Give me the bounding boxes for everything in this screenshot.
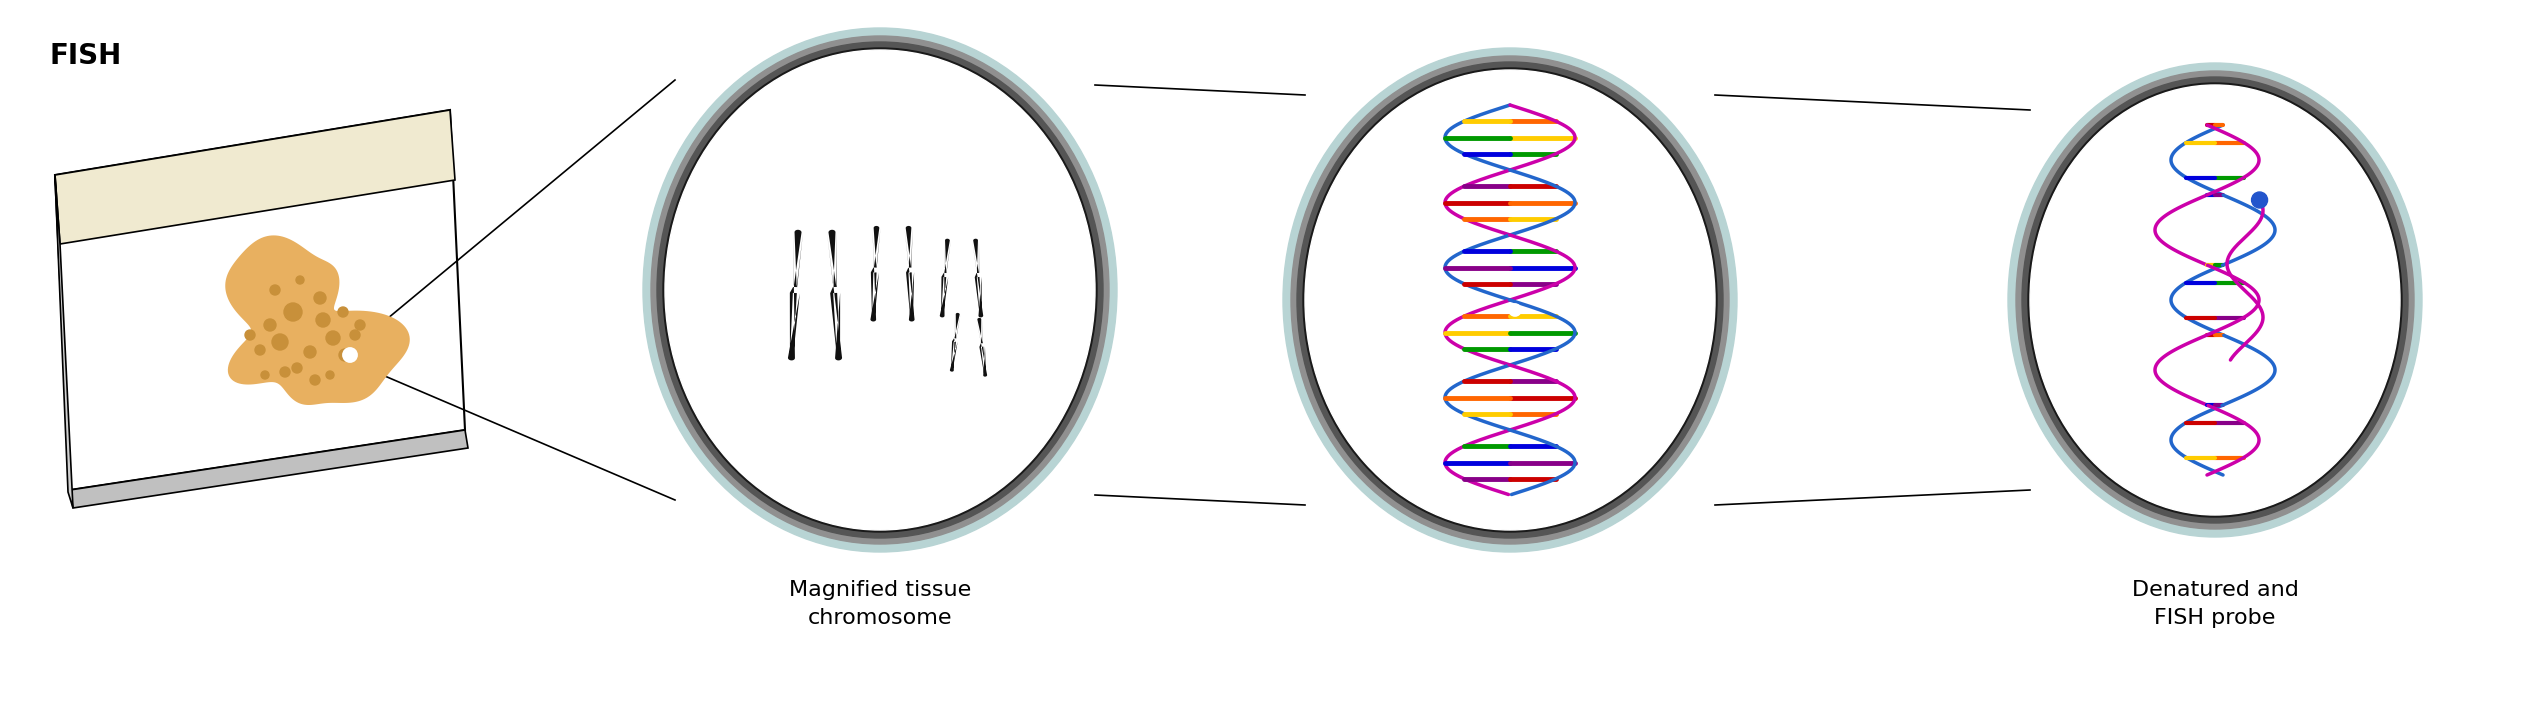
Polygon shape bbox=[55, 110, 454, 244]
Circle shape bbox=[295, 276, 305, 284]
Circle shape bbox=[292, 363, 303, 373]
Circle shape bbox=[272, 334, 287, 350]
Ellipse shape bbox=[1291, 56, 1729, 544]
Circle shape bbox=[280, 367, 290, 377]
Circle shape bbox=[355, 320, 366, 330]
Ellipse shape bbox=[2027, 83, 2403, 517]
Circle shape bbox=[262, 371, 270, 379]
Polygon shape bbox=[55, 175, 73, 508]
Circle shape bbox=[315, 292, 325, 304]
Ellipse shape bbox=[650, 36, 1109, 544]
Circle shape bbox=[270, 285, 280, 295]
Circle shape bbox=[338, 349, 350, 361]
Circle shape bbox=[315, 313, 330, 327]
Ellipse shape bbox=[2017, 71, 2415, 529]
Circle shape bbox=[265, 319, 275, 331]
Circle shape bbox=[2251, 192, 2266, 208]
Ellipse shape bbox=[1283, 48, 1737, 552]
Ellipse shape bbox=[643, 28, 1117, 552]
Circle shape bbox=[1510, 304, 1520, 316]
Polygon shape bbox=[973, 239, 983, 318]
Polygon shape bbox=[940, 239, 950, 318]
Text: FISH: FISH bbox=[50, 42, 121, 70]
Polygon shape bbox=[950, 313, 961, 372]
Ellipse shape bbox=[2022, 77, 2408, 523]
Text: Denatured and
FISH probe: Denatured and FISH probe bbox=[2133, 580, 2299, 628]
Circle shape bbox=[325, 331, 340, 345]
Polygon shape bbox=[71, 430, 469, 508]
Ellipse shape bbox=[1296, 62, 1722, 538]
Polygon shape bbox=[905, 226, 915, 322]
Circle shape bbox=[325, 371, 333, 379]
Polygon shape bbox=[976, 318, 988, 377]
Circle shape bbox=[310, 375, 320, 385]
Circle shape bbox=[245, 330, 255, 340]
Polygon shape bbox=[789, 230, 804, 360]
Polygon shape bbox=[224, 235, 411, 405]
Ellipse shape bbox=[666, 50, 1094, 530]
Circle shape bbox=[961, 367, 971, 377]
Ellipse shape bbox=[663, 48, 1097, 532]
Circle shape bbox=[343, 348, 358, 362]
Circle shape bbox=[255, 345, 265, 355]
Circle shape bbox=[285, 303, 303, 321]
Ellipse shape bbox=[1303, 68, 1717, 532]
Circle shape bbox=[338, 307, 348, 317]
Ellipse shape bbox=[2029, 85, 2400, 515]
Ellipse shape bbox=[2009, 63, 2423, 537]
Text: Magnified tissue
chromosome: Magnified tissue chromosome bbox=[789, 580, 971, 628]
Polygon shape bbox=[55, 110, 464, 490]
Circle shape bbox=[305, 346, 315, 358]
Ellipse shape bbox=[1306, 70, 1714, 530]
Polygon shape bbox=[827, 230, 842, 360]
Polygon shape bbox=[870, 226, 880, 322]
Ellipse shape bbox=[658, 42, 1104, 538]
Circle shape bbox=[350, 330, 361, 340]
